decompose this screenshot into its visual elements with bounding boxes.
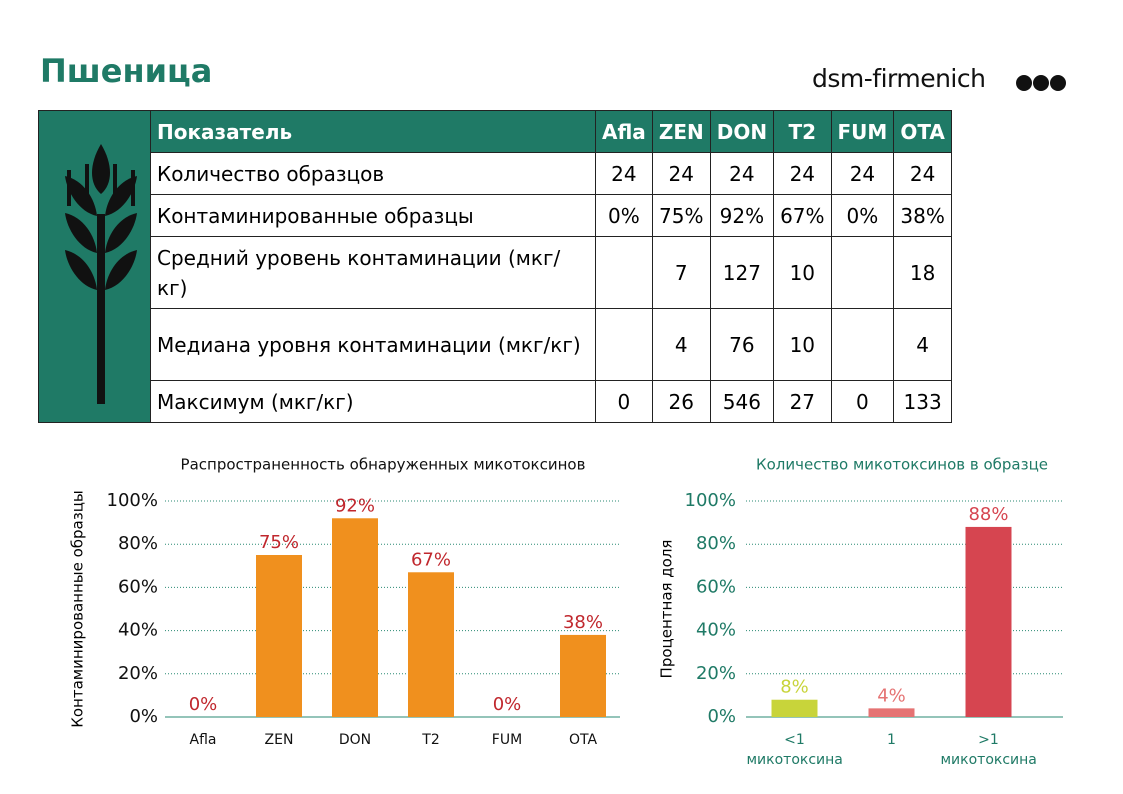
- table-cell: 127: [709, 236, 775, 309]
- y-tick-label: 20%: [118, 663, 158, 684]
- table-cell: 38%: [893, 194, 952, 237]
- table-cell: 0%: [830, 194, 895, 237]
- y-tick-label: 80%: [696, 533, 736, 554]
- x-tick-label: DON: [338, 732, 372, 748]
- bar: [332, 518, 378, 717]
- table-cell: 75%: [651, 194, 711, 237]
- data-label: 4%: [877, 685, 906, 706]
- table-cell: Медиана уровня контаминации (мкг/кг): [150, 308, 596, 381]
- table-cell: 24: [830, 152, 895, 195]
- data-table: Показатель Afla ZEN DON T2 FUM OTA Количество о…: [38, 110, 952, 423]
- table-cell: 18: [893, 236, 952, 309]
- y-tick-label: 20%: [696, 663, 736, 684]
- y-tick-label: 80%: [118, 533, 158, 554]
- y-tick-label: 0%: [707, 706, 736, 727]
- logo-dots: [1016, 75, 1066, 91]
- y-tick-label: 0%: [129, 706, 158, 727]
- x-tick-label: ZEN: [264, 732, 294, 748]
- header-cell: Afla: [595, 110, 653, 153]
- logo: dsm-firmenich: [812, 64, 986, 93]
- wheat-icon: [65, 144, 137, 404]
- table-cell: Максимум (мкг/кг): [150, 380, 596, 423]
- y-axis-label: Контаминированные образцы: [69, 490, 87, 728]
- chart-title: Распространенность обнаруженных микотокс…: [181, 456, 586, 474]
- table-cell: 10: [773, 236, 832, 309]
- x-tick-label: 1: [887, 732, 896, 748]
- table-row: Медиана уровня контаминации (мкг/кг) 4 76 1…: [39, 308, 952, 381]
- header-cell: T2: [773, 110, 832, 153]
- table-cell: 67%: [773, 194, 832, 237]
- table-cell: 24: [651, 152, 711, 195]
- table-cell: 10: [773, 308, 832, 381]
- header-cell: ZEN: [651, 110, 711, 153]
- x-tick-label: <1 микотоксина: [746, 732, 843, 768]
- table-cell: 27: [773, 380, 832, 423]
- table-cell: 76: [709, 308, 775, 381]
- x-tick-label: FUM: [491, 732, 523, 748]
- table-cell: 133: [893, 380, 952, 423]
- data-label: 75%: [259, 532, 299, 553]
- chart-title: Количество микотоксинов в образце: [756, 456, 1048, 474]
- y-tick-label: 60%: [118, 576, 158, 597]
- page-title: Пшеница: [40, 52, 213, 90]
- table-cell: [830, 308, 895, 381]
- table-cell: 0: [595, 380, 653, 423]
- bar: [256, 555, 302, 717]
- data-label: 88%: [968, 504, 1008, 525]
- table-cell: [830, 236, 895, 309]
- table-row: Средний уровень контаминации (мкг/кг) 7 12…: [39, 236, 952, 309]
- x-tick-label: T2: [422, 732, 440, 748]
- table-cell: Количество образцов: [150, 152, 596, 195]
- table-cell: 24: [893, 152, 952, 195]
- bar: [965, 526, 1012, 717]
- header-cell: FUM: [830, 110, 895, 153]
- y-tick-label: 100%: [685, 490, 736, 511]
- x-tick-label: >1 микотоксина: [940, 732, 1037, 768]
- table-cell: 0: [830, 380, 895, 423]
- x-tick-label: OTA: [568, 732, 598, 748]
- bar: [868, 708, 915, 717]
- table-row: Максимум (мкг/кг) 0 26 546 27 0 133: [39, 380, 952, 423]
- table-cell: Контаминированные образцы: [150, 194, 596, 237]
- table-cell: 546: [709, 380, 775, 423]
- y-tick-label: 60%: [696, 576, 736, 597]
- table-row: Количество образцов 24 24 24 24 24 24: [39, 152, 952, 195]
- bar: [771, 699, 818, 717]
- y-axis-label: Процентная доля: [658, 540, 676, 679]
- data-label: 0%: [493, 694, 522, 715]
- data-label: 67%: [411, 549, 451, 570]
- table-cell: 4: [893, 308, 952, 381]
- data-label: 92%: [335, 495, 375, 516]
- table-cell: 26: [651, 380, 711, 423]
- icon-cell: [38, 110, 151, 423]
- table-cell: [595, 308, 653, 381]
- x-tick-label: Afla: [189, 732, 217, 748]
- header-cell: OTA: [893, 110, 952, 153]
- y-tick-label: 100%: [107, 490, 158, 511]
- table-cell: 4: [651, 308, 711, 381]
- header-row: Показатель Afla ZEN DON T2 FUM OTA: [38, 110, 952, 423]
- y-tick-label: 40%: [696, 620, 736, 641]
- data-label: 8%: [780, 677, 809, 698]
- data-label: 0%: [189, 694, 218, 715]
- bar: [560, 634, 606, 717]
- table-cell: 24: [773, 152, 832, 195]
- header-cell: DON: [709, 110, 775, 153]
- bar: [408, 572, 454, 717]
- table-row: Контаминированные образцы 0% 75% 92% 67% 0% 38…: [39, 194, 952, 237]
- table-cell: Средний уровень контаминации (мкг/кг): [150, 236, 596, 309]
- table-cell: 0%: [595, 194, 653, 237]
- header-cell: Показатель: [150, 110, 596, 153]
- y-tick-label: 40%: [118, 620, 158, 641]
- data-label: 38%: [563, 612, 603, 633]
